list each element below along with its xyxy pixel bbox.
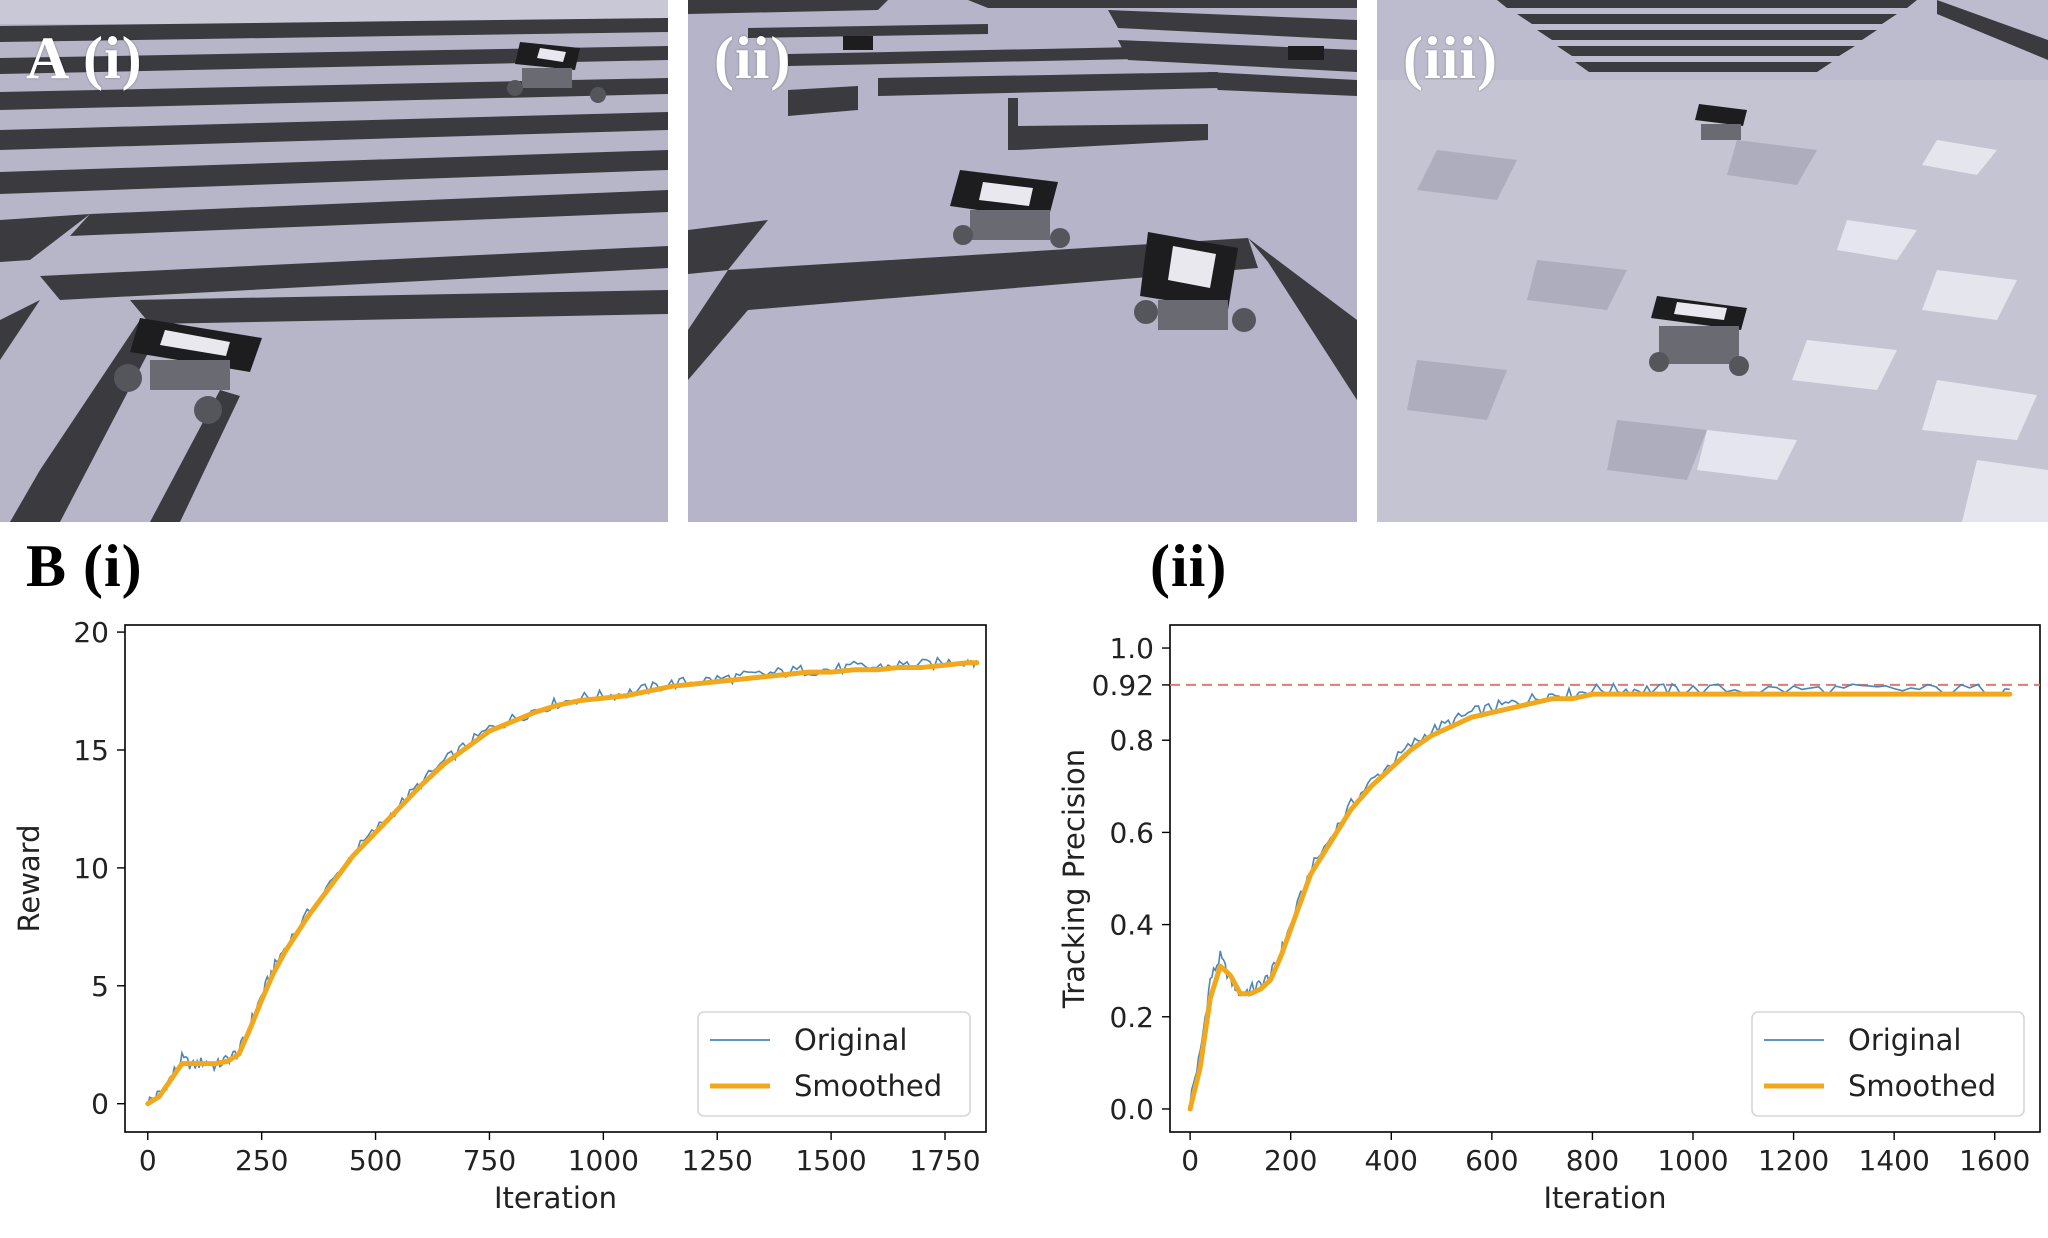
x-axis-label: Iteration [494, 1181, 617, 1215]
robot-far [507, 42, 606, 103]
robot-near [114, 318, 262, 424]
x-tick-label: 1400 [1859, 1144, 1930, 1177]
legend-original-label: Original [794, 1023, 907, 1057]
walls-terrain [688, 0, 1357, 522]
legend-box [697, 1011, 971, 1117]
y-tick-label: 0.4 [1109, 909, 1154, 942]
scene-walls: (ii) [688, 0, 1357, 522]
x-tick-label: 1250 [682, 1144, 753, 1177]
panel-b-ii-label: (ii) [1150, 533, 1228, 599]
y-tick-label: 5 [91, 970, 109, 1003]
robot-rough-near [1649, 296, 1749, 376]
y-tick-label: 0.92 [1092, 669, 1154, 702]
series-smoothed-line [1187, 691, 2013, 1112]
tracking-precision-chart-svg: 0 200 400 600 800 1000 1200 1400 1600 0.0 0.2 0.4 0.… [1057, 624, 2041, 1215]
y-tick-label: 1.0 [1109, 632, 1154, 665]
x-tick-label: 250 [235, 1144, 288, 1177]
x-axis-label: Iteration [1543, 1181, 1666, 1215]
panel-a-ii-label: (ii) [714, 25, 792, 91]
legend-smoothed-label: Smoothed [1848, 1069, 1996, 1103]
y-tick-label: 15 [73, 734, 109, 767]
x-tick-label: 1000 [1657, 1144, 1728, 1177]
x-tick-label: 0 [1181, 1144, 1199, 1177]
y-tick-label: 0.0 [1109, 1093, 1154, 1126]
x-tick-label: 1750 [909, 1144, 980, 1177]
x-tick-label: 1500 [795, 1144, 866, 1177]
y-tick-label: 0.2 [1109, 1001, 1154, 1034]
x-tick-label: 1600 [1959, 1144, 2030, 1177]
x-tick-label: 400 [1365, 1144, 1418, 1177]
y-tick-label: 20 [73, 616, 109, 649]
robot-wall-right [1134, 232, 1256, 332]
reward-chart-svg: 0 250 500 750 1000 1250 1500 1750 0 5 10 15 20 Iterat… [12, 616, 987, 1215]
x-tick-label: 800 [1566, 1144, 1619, 1177]
y-axis-label: Reward [12, 825, 46, 933]
y-tick-label: 0 [91, 1088, 109, 1121]
x-tick-label: 600 [1465, 1144, 1518, 1177]
x-tick-label: 0 [139, 1144, 157, 1177]
stairs-terrain [0, 0, 668, 522]
panel-a-iii-label: (iii) [1403, 25, 1498, 91]
scene-stairs: A (i) [0, 0, 668, 522]
y-tick-label: 0.8 [1109, 724, 1154, 757]
x-tick-label: 500 [349, 1144, 402, 1177]
x-tick-label: 1200 [1758, 1144, 1829, 1177]
scene-rough-terrain: (iii) [1377, 0, 2048, 522]
y-tick-label: 0.6 [1109, 816, 1154, 849]
legend-original-label: Original [1848, 1023, 1961, 1057]
robot-wall-far [843, 36, 1324, 60]
y-axis-label: Tracking Precision [1057, 749, 1091, 1009]
x-tick-label: 200 [1264, 1144, 1317, 1177]
rough-terrain [1377, 0, 2048, 522]
reward-chart: 0 250 500 750 1000 1250 1500 1750 0 5 10 15 20 Iterat… [0, 600, 1000, 1234]
legend-box [1751, 1011, 2025, 1117]
panel-b-i-label: B (i) [26, 533, 143, 599]
robot-wall-center [950, 170, 1070, 248]
y-tick-label: 10 [73, 852, 109, 885]
plot-frame [124, 624, 987, 1133]
robot-rough-far [1695, 104, 1747, 140]
tracking-precision-chart: 0 200 400 600 800 1000 1200 1400 1600 0.0 0.2 0.4 0.… [1040, 600, 2048, 1234]
plot-frame [1169, 624, 2041, 1133]
panel-a-i-label: A (i) [26, 25, 143, 91]
legend-smoothed-label: Smoothed [794, 1069, 942, 1103]
x-tick-label: 1000 [568, 1144, 639, 1177]
x-tick-label: 750 [463, 1144, 516, 1177]
series-smoothed-line [145, 660, 980, 1107]
